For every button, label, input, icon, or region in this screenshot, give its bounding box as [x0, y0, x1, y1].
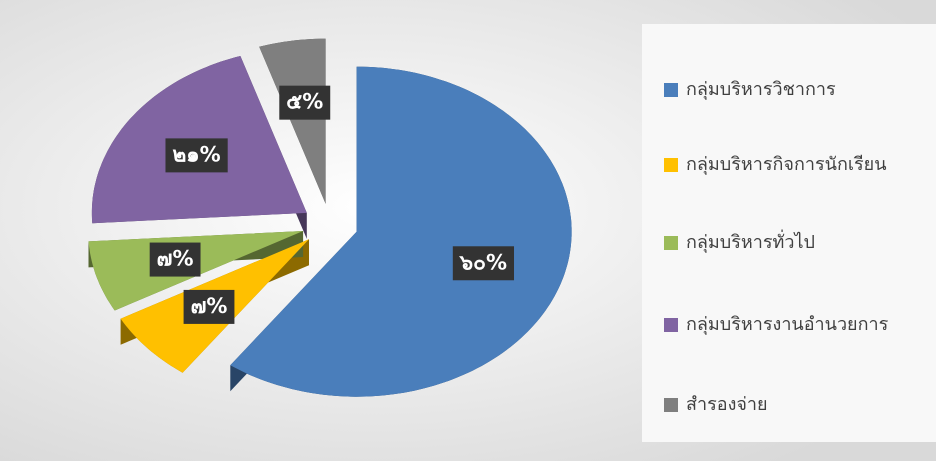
slice	[230, 66, 572, 397]
legend-panel	[642, 24, 936, 442]
legend-label: กลุ่มบริหารวิชาการ	[686, 79, 836, 100]
data-label-box	[279, 85, 331, 120]
legend-label: กลุ่มบริหารกิจการนักเรียน	[686, 154, 887, 175]
legend-swatch	[664, 398, 678, 412]
data-label: ๒๑%	[172, 142, 220, 166]
data-label-box	[149, 242, 201, 277]
slice	[259, 38, 326, 204]
data-label-box	[452, 246, 515, 281]
data-label-box	[183, 289, 235, 324]
legend-swatch	[664, 236, 678, 250]
legend-label: กลุ่มบริหารทั่วไป	[686, 229, 815, 253]
data-label-box	[165, 138, 228, 173]
legend-swatch	[664, 158, 678, 172]
legend-label: กลุ่มบริหารงานอำนวยการ	[686, 314, 889, 335]
data-label: ๕%	[286, 90, 323, 114]
legend-swatch	[664, 318, 678, 332]
data-label: ๗%	[157, 247, 194, 271]
data-label: ๖๐%	[459, 250, 507, 274]
legend-swatch	[664, 83, 678, 97]
data-label: ๗%	[191, 294, 228, 318]
legend-label: สำรองจ่าย	[686, 394, 768, 415]
